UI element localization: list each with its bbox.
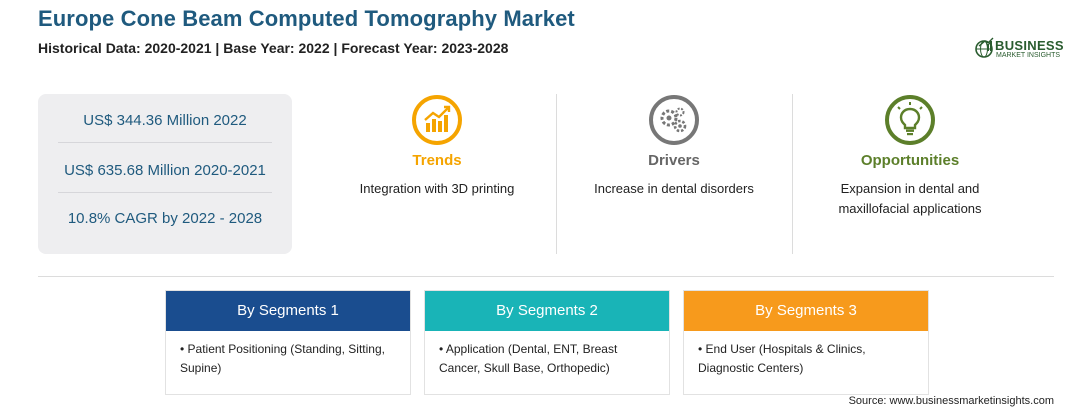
segment-1-title: By Segments 1 <box>166 291 410 331</box>
stat-market-size-historical: US$ 635.68 Million 2020-2021 <box>64 162 266 179</box>
opportunities-heading: Opportunities <box>860 152 960 169</box>
segment-card-3: By Segments 3 • End User (Hospitals & Cl… <box>683 290 929 395</box>
drivers-heading: Drivers <box>648 152 700 169</box>
trends-text: Integration with 3D printing <box>359 181 515 196</box>
drivers-section: Drivers Increase in dental disorders <box>574 94 774 199</box>
segment-card-2: By Segments 2 • Application (Dental, ENT… <box>424 290 670 395</box>
page-subtitle: Historical Data: 2020-2021 | Base Year: … <box>38 40 509 56</box>
horizontal-divider <box>38 276 1054 277</box>
logo-text-business: BUSINESS <box>995 38 1064 53</box>
segment-2-title: By Segments 2 <box>425 291 669 331</box>
segment-2-body: • Application (Dental, ENT, Breast Cance… <box>439 342 618 375</box>
opportunities-section: Opportunities Expansion in dental and ma… <box>810 94 1010 219</box>
gears-icon <box>648 94 700 146</box>
trends-section: Trends Integration with 3D printing <box>337 94 537 199</box>
opportunities-text: Expansion in dental and maxillofacial ap… <box>838 181 982 216</box>
market-stats-card: US$ 344.36 Million 2022 US$ 635.68 Milli… <box>38 94 292 254</box>
stat-divider <box>58 142 272 143</box>
page-title: Europe Cone Beam Computed Tomography Mar… <box>38 6 575 31</box>
logo-text-market-insights: MARKET INSIGHTS <box>996 52 1061 59</box>
globe-logo-icon <box>975 37 994 58</box>
section-divider <box>792 94 793 254</box>
business-market-insights-logo: BUSINESS MARKET INSIGHTS <box>975 36 1065 62</box>
trends-heading: Trends <box>412 152 462 169</box>
lightbulb-icon <box>884 94 936 146</box>
segment-1-body: • Patient Positioning (Standing, Sitting… <box>180 342 385 375</box>
segment-3-body: • End User (Hospitals & Clinics, Diagnos… <box>698 342 866 375</box>
drivers-text: Increase in dental disorders <box>594 181 754 196</box>
segment-card-1: By Segments 1 • Patient Positioning (Sta… <box>165 290 411 395</box>
chart-growth-icon <box>411 94 463 146</box>
stat-divider <box>58 192 272 193</box>
source-link[interactable]: Source: www.businessmarketinsights.com <box>848 395 1054 407</box>
section-divider <box>556 94 557 254</box>
stat-cagr: 10.8% CAGR by 2022 - 2028 <box>67 210 263 227</box>
segment-3-title: By Segments 3 <box>684 291 928 331</box>
stat-market-size-2022: US$ 344.36 Million 2022 <box>83 112 247 129</box>
